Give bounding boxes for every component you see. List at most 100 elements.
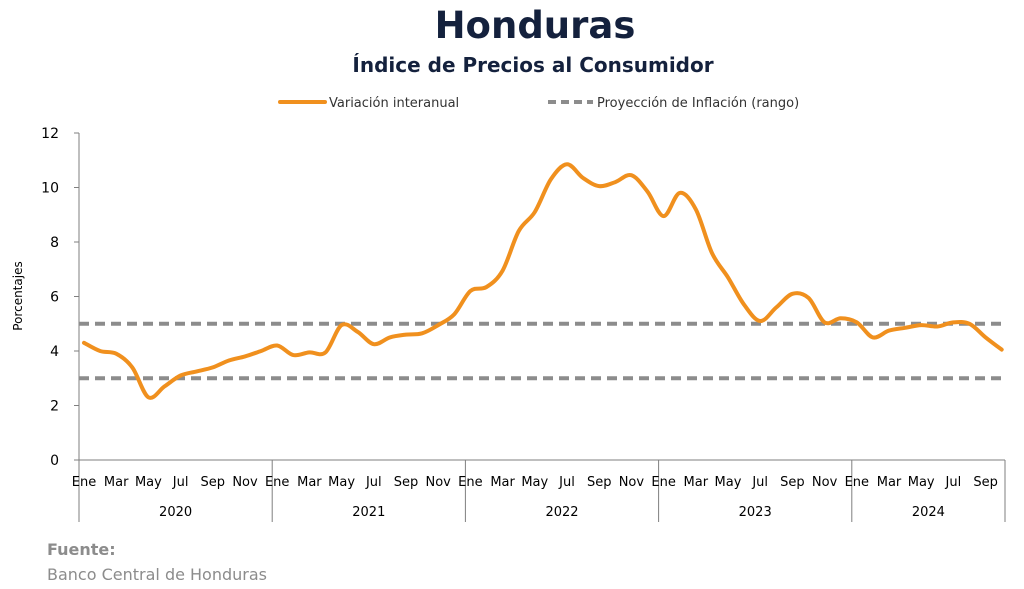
data-point — [952, 321, 954, 323]
x-year-label: 2021 — [352, 505, 385, 520]
data-point — [920, 324, 922, 326]
data-point — [872, 336, 874, 338]
x-tick-label: Ene — [845, 475, 869, 490]
y-tick-label: 6 — [50, 290, 59, 306]
x-tick-label: Mar — [490, 475, 515, 490]
x-tick-label: Mar — [297, 475, 322, 490]
chart-subtitle: Índice de Precios al Consumidor — [352, 53, 714, 77]
x-tick-label: Jul — [945, 475, 962, 490]
data-point — [115, 353, 117, 355]
data-point — [727, 276, 729, 278]
data-point — [630, 174, 632, 176]
source-label: Fuente: — [47, 540, 116, 559]
data-point — [936, 326, 938, 327]
data-point — [1001, 349, 1003, 351]
x-tick-label: Ene — [651, 475, 675, 490]
data-point — [276, 345, 278, 346]
data-point — [244, 355, 246, 357]
data-point — [904, 327, 906, 329]
chart-title: Honduras — [434, 4, 636, 47]
legend-label-variacion: Variación interanual — [329, 96, 459, 111]
data-point — [969, 323, 970, 325]
x-tick-label: May — [521, 475, 548, 490]
data-point — [292, 354, 294, 356]
data-point — [196, 370, 198, 372]
data-point — [180, 375, 182, 376]
data-point — [325, 351, 326, 353]
x-tick-label: Ene — [458, 475, 482, 490]
x-year-label: 2024 — [912, 505, 945, 520]
data-point — [647, 191, 648, 193]
x-tick-label: Jul — [558, 475, 575, 490]
y-tick-label: 4 — [50, 344, 59, 360]
series-variacion — [82, 162, 1004, 400]
data-point — [502, 270, 504, 272]
x-tick-label: Sep — [201, 475, 226, 490]
data-point — [164, 385, 165, 387]
y-axis-label: Porcentajes — [11, 261, 25, 330]
x-tick-label: Sep — [780, 475, 805, 490]
data-point — [663, 215, 665, 217]
data-point — [518, 230, 520, 232]
data-point — [566, 163, 568, 165]
x-tick-label: May — [715, 475, 742, 490]
data-point — [711, 252, 713, 254]
data-point — [582, 177, 584, 179]
x-tick-label: Mar — [104, 475, 129, 490]
data-point — [614, 181, 616, 183]
x-tick-label: Nov — [232, 475, 258, 490]
y-tick-label: 8 — [50, 235, 59, 251]
data-point — [99, 350, 101, 352]
x-axis: Ene Mar May Jul Sep Nov 2020 Ene Mar May Jul Sep Nov… — [72, 459, 1006, 522]
data-point — [83, 342, 85, 344]
x-tick-label: May — [908, 475, 935, 490]
data-point — [341, 324, 343, 326]
x-tick-label: Nov — [619, 475, 645, 490]
data-point — [228, 360, 230, 361]
data-point — [824, 321, 826, 323]
x-tick-label: Jul — [172, 475, 189, 490]
data-point — [357, 331, 359, 333]
x-tick-label: May — [328, 475, 355, 490]
data-point — [759, 320, 761, 322]
x-year-label: 2023 — [739, 505, 772, 520]
x-tick-label: Nov — [812, 475, 838, 490]
data-point — [437, 324, 439, 326]
data-point — [405, 334, 407, 336]
data-point — [486, 286, 487, 288]
data-point — [743, 304, 745, 306]
data-point — [389, 336, 391, 338]
data-point — [308, 351, 310, 353]
data-point — [373, 343, 375, 345]
x-tick-label: Sep — [587, 475, 612, 490]
series-line-variacion — [82, 162, 1004, 400]
x-tick-label: Ene — [72, 475, 96, 490]
data-point — [679, 192, 681, 194]
data-point — [212, 366, 214, 368]
x-year-label: 2022 — [545, 505, 578, 520]
data-point — [840, 317, 842, 319]
x-tick-label: Ene — [265, 475, 289, 490]
x-tick-label: Mar — [877, 475, 902, 490]
data-point — [985, 336, 987, 338]
x-tick-label: Mar — [684, 475, 709, 490]
data-point — [469, 290, 471, 292]
y-tick-label: 12 — [41, 126, 59, 142]
x-tick-label: Sep — [973, 475, 998, 490]
x-tick-label: Nov — [426, 475, 452, 490]
data-point — [534, 211, 536, 213]
data-point — [260, 350, 262, 352]
y-tick-label: 2 — [50, 399, 59, 415]
data-point — [791, 293, 793, 295]
data-point — [695, 208, 697, 210]
x-tick-label: Sep — [394, 475, 419, 490]
data-point — [453, 313, 455, 315]
x-year-label: 2020 — [159, 505, 192, 520]
data-point — [550, 178, 552, 180]
data-point — [598, 185, 600, 187]
x-tick-label: Jul — [751, 475, 768, 490]
data-point — [808, 297, 809, 299]
inflation-range-lines — [79, 321, 1005, 381]
x-tick-label: Jul — [365, 475, 382, 490]
